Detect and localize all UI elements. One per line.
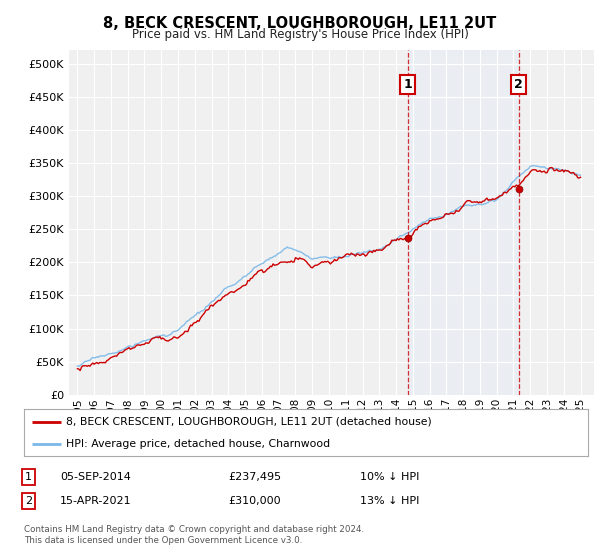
Text: 1: 1 <box>25 472 32 482</box>
Text: 05-SEP-2014: 05-SEP-2014 <box>60 472 131 482</box>
Text: 8, BECK CRESCENT, LOUGHBOROUGH, LE11 2UT (detached house): 8, BECK CRESCENT, LOUGHBOROUGH, LE11 2UT… <box>66 417 432 427</box>
Text: 2: 2 <box>25 496 32 506</box>
Text: Price paid vs. HM Land Registry's House Price Index (HPI): Price paid vs. HM Land Registry's House … <box>131 28 469 41</box>
Text: 15-APR-2021: 15-APR-2021 <box>60 496 131 506</box>
Text: £237,495: £237,495 <box>228 472 281 482</box>
Text: Contains HM Land Registry data © Crown copyright and database right 2024.
This d: Contains HM Land Registry data © Crown c… <box>24 525 364 545</box>
Text: 2: 2 <box>514 78 523 91</box>
Text: 8, BECK CRESCENT, LOUGHBOROUGH, LE11 2UT: 8, BECK CRESCENT, LOUGHBOROUGH, LE11 2UT <box>103 16 497 31</box>
Text: HPI: Average price, detached house, Charnwood: HPI: Average price, detached house, Char… <box>66 438 331 449</box>
Bar <box>408 50 518 395</box>
Text: 1: 1 <box>403 78 412 91</box>
Text: 10% ↓ HPI: 10% ↓ HPI <box>360 472 419 482</box>
Text: £310,000: £310,000 <box>228 496 281 506</box>
Text: 13% ↓ HPI: 13% ↓ HPI <box>360 496 419 506</box>
